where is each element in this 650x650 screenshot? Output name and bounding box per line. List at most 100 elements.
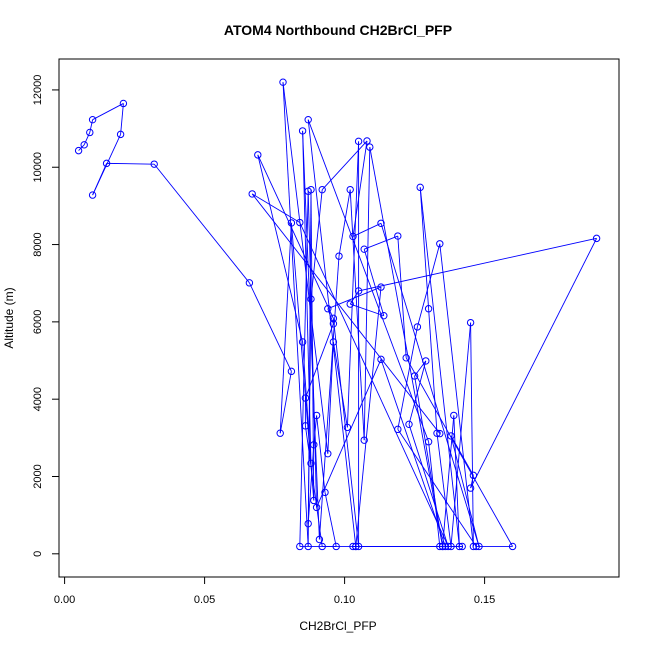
data-point [346, 300, 354, 308]
series-line-segment [321, 140, 368, 190]
series-line-segment [352, 140, 368, 237]
series-line-segment [251, 193, 301, 223]
series-line-segment [299, 222, 449, 547]
y-tick-label: 0 [32, 551, 44, 557]
series-line-segment [397, 236, 407, 358]
data-point [424, 438, 433, 446]
series-line-segment [310, 189, 323, 300]
data-point [312, 411, 321, 420]
series-line-segment [436, 433, 452, 547]
series-line-segment [428, 308, 438, 434]
series-line-segment [153, 163, 250, 284]
data-point [301, 422, 310, 430]
data-point [363, 137, 371, 145]
series-line-segment [332, 318, 360, 547]
data-point [424, 305, 433, 313]
series-line-segment [92, 103, 124, 121]
series-line-segment [419, 187, 460, 547]
y-tick-label: 6000 [32, 310, 44, 334]
data-point [276, 429, 284, 437]
series-line-segment [419, 187, 430, 309]
data-point [466, 484, 475, 492]
series-line-segment [470, 322, 474, 547]
data-point [346, 185, 354, 194]
data-point [469, 471, 478, 480]
data-point [102, 159, 111, 168]
series-line-segment [251, 193, 441, 434]
data-point [304, 542, 312, 551]
y-tick-label: 10000 [32, 152, 44, 183]
data-point [444, 542, 452, 551]
data-point [298, 338, 307, 346]
series-line-segment [338, 189, 351, 257]
data-point [354, 287, 363, 295]
x-tick-label: 0.00 [54, 594, 75, 606]
chart-title: ATOM4 Northbound CH2BrCl_PFP [224, 22, 452, 38]
data-point [394, 425, 402, 434]
data-point [287, 219, 296, 227]
series-line-segment [408, 424, 449, 547]
series-line-segment [358, 237, 597, 292]
y-tick-label: 2000 [32, 464, 44, 488]
series-line-segment [316, 359, 382, 508]
x-axis: 0.00 0.05 0.10 0.15 [54, 576, 495, 606]
x-tick-label: 0.05 [194, 594, 215, 606]
series-line-segment [89, 119, 94, 133]
data-point [86, 128, 94, 137]
series-line-segment [279, 222, 292, 434]
data-point [324, 305, 332, 313]
data-point [475, 542, 483, 551]
series-line-segment [380, 359, 446, 547]
series-line-segment [307, 444, 315, 524]
series-line-segment [450, 435, 480, 547]
x-axis-label: CH2BrCl_PFP [299, 619, 376, 633]
data-point [466, 318, 475, 327]
data-point [315, 535, 324, 544]
series-line-segment [299, 191, 309, 547]
data-point [366, 143, 374, 151]
data-point [279, 78, 287, 86]
x-tick-label: 0.10 [334, 594, 355, 606]
data-point [433, 429, 441, 437]
data-point [304, 519, 312, 528]
y-tick-label: 4000 [32, 387, 44, 411]
data-point [318, 542, 326, 551]
data-point [296, 218, 304, 227]
data-point [310, 441, 318, 449]
series-line-segment [120, 103, 124, 135]
data-point [455, 542, 464, 551]
series-line-segment [408, 360, 427, 425]
data-point [508, 542, 517, 551]
data-point [472, 542, 480, 551]
x-tick-label: 0.15 [474, 594, 495, 606]
y-tick-label: 12000 [32, 75, 44, 106]
data-point [441, 542, 450, 551]
series-line-segment [78, 144, 85, 151]
data-point [298, 127, 307, 135]
data-point [329, 314, 338, 323]
series-line-segment [352, 222, 382, 237]
series-line-segment [316, 415, 326, 493]
data-point [301, 394, 310, 402]
data-point [354, 542, 363, 551]
data-point [332, 542, 340, 551]
data-point [307, 295, 315, 303]
data-point [377, 283, 385, 291]
data-point [254, 151, 262, 159]
data-point [436, 542, 444, 551]
series-layer [74, 78, 601, 551]
series-line-segment [282, 82, 329, 454]
data-point [360, 436, 368, 444]
data-point [436, 240, 444, 248]
data-point [307, 459, 315, 468]
series-line-segment [307, 299, 312, 524]
series-line-segment [405, 357, 513, 547]
data-point [377, 355, 385, 364]
series-line-segment [304, 323, 334, 399]
data-point [402, 354, 410, 362]
data-point [310, 496, 318, 505]
series-line-segment [369, 147, 444, 547]
data-point [380, 311, 388, 320]
data-point [352, 542, 360, 551]
series-line-segment [324, 492, 337, 547]
